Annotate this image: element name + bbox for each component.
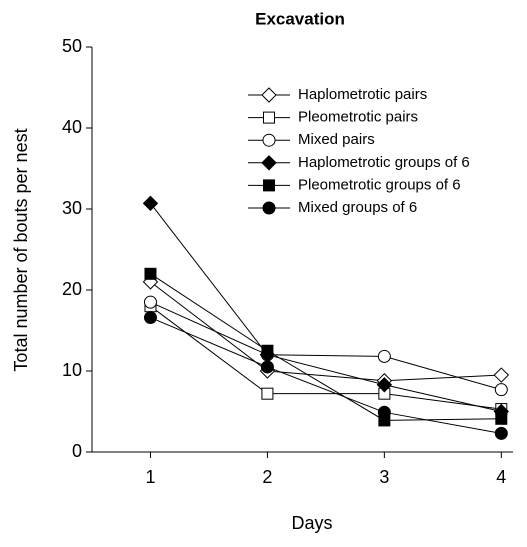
marker — [377, 349, 391, 363]
y-tick-label: 0 — [72, 441, 82, 461]
series-line — [150, 203, 502, 412]
legend-marker — [262, 133, 276, 147]
legend-label: Mixed pairs — [298, 131, 375, 148]
marker — [376, 377, 393, 393]
y-tick-label: 10 — [62, 360, 82, 380]
x-axis-label: Days — [291, 513, 332, 533]
legend-marker — [263, 111, 275, 124]
marker — [377, 405, 391, 419]
y-tick-label: 50 — [62, 36, 82, 56]
series-line — [150, 301, 502, 391]
legend-marker — [261, 155, 277, 171]
legend-marker — [263, 179, 275, 192]
marker — [494, 426, 508, 440]
series-line — [150, 273, 502, 421]
y-tick-label: 40 — [62, 117, 82, 137]
series-line — [150, 317, 502, 434]
marker — [142, 195, 159, 212]
marker — [494, 383, 508, 397]
marker — [261, 344, 274, 357]
legend-marker — [262, 201, 276, 215]
marker — [144, 267, 157, 280]
marker — [143, 295, 157, 309]
marker — [495, 412, 508, 425]
legend-label: Haplometrotic groups of 6 — [298, 154, 470, 171]
marker — [260, 360, 274, 374]
x-tick-label: 3 — [379, 467, 389, 487]
legend-label: Mixed groups of 6 — [298, 199, 417, 216]
series-line — [150, 305, 502, 410]
y-tick-label: 20 — [62, 279, 82, 299]
legend-marker — [261, 87, 277, 103]
legend-label: Haplometrotic pairs — [298, 86, 427, 103]
y-tick-label: 30 — [62, 198, 82, 218]
marker — [493, 367, 510, 383]
x-tick-label: 1 — [145, 467, 155, 487]
y-axis-label: Total number of bouts per nest — [11, 128, 31, 371]
marker — [261, 387, 274, 400]
series-line — [150, 281, 502, 382]
chart-title: Excavation — [255, 9, 345, 28]
x-tick-label: 2 — [262, 467, 272, 487]
legend-label: Pleometrotic groups of 6 — [298, 176, 461, 193]
legend-label: Pleometrotic pairs — [298, 109, 418, 126]
marker — [143, 311, 157, 325]
x-tick-label: 4 — [496, 467, 506, 487]
